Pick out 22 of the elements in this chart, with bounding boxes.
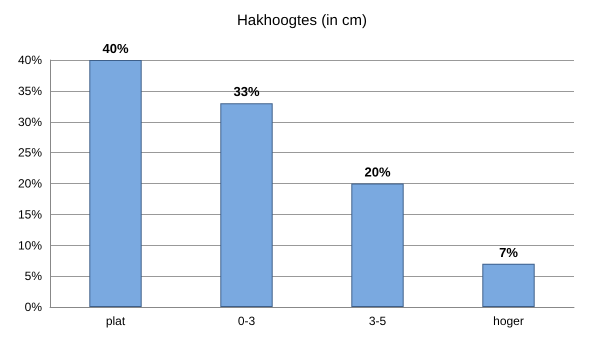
data-label: 20% <box>364 164 391 180</box>
y-tick-label: 15% <box>18 207 42 222</box>
bar <box>351 184 404 307</box>
data-label: 7% <box>499 244 518 260</box>
data-label: 40% <box>102 41 129 56</box>
chart-title: Hakhoogtes (in cm) <box>236 12 368 29</box>
y-tick-label: 0% <box>24 300 42 314</box>
y-tick-label: 20% <box>18 176 42 190</box>
x-tick-label: hoger <box>493 314 524 328</box>
y-tick-label: 40% <box>18 53 42 67</box>
bar <box>482 264 535 307</box>
y-tick-label: 5% <box>24 269 42 284</box>
x-tick-label: 3-5 <box>368 314 386 328</box>
x-tick-label: 0-3 <box>238 314 256 328</box>
x-tick-label: plat <box>106 314 126 328</box>
bar <box>220 103 273 307</box>
y-tick-label: 25% <box>18 146 42 160</box>
y-tick-label: 35% <box>18 84 42 98</box>
y-tick-label: 10% <box>18 238 42 252</box>
data-label: 33% <box>233 84 260 100</box>
bar <box>89 60 142 307</box>
y-tick-label: 30% <box>18 114 42 129</box>
